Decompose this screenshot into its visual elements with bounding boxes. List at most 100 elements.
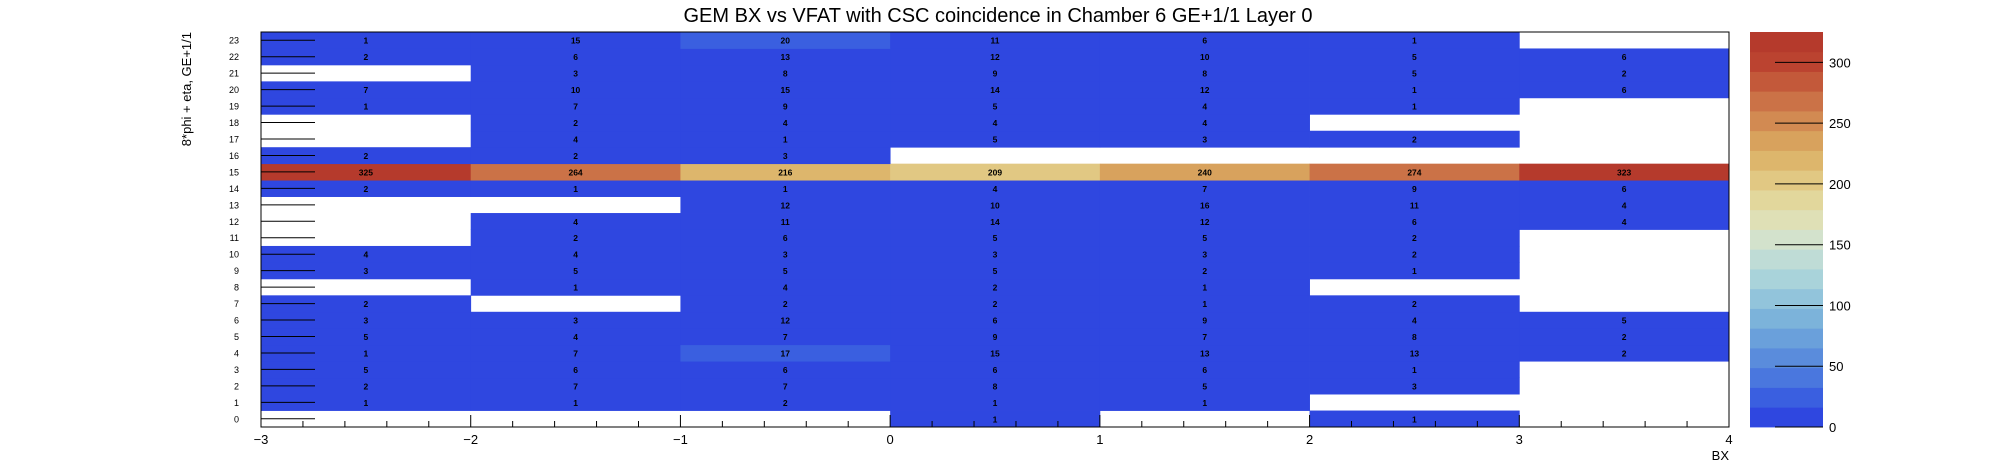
cell-value-label: 5 [363,332,368,342]
heatmap-cell [890,114,1101,132]
color-scale-swatch [1750,229,1823,250]
cell-value-label: 5 [573,266,578,276]
heatmap-cell [680,245,891,263]
cell-value-label: 3 [363,316,368,326]
cell-value-label: 5 [993,233,998,243]
cell-value-label: 7 [783,332,788,342]
cell-value-label: 8 [1202,69,1207,79]
heatmap-cell [890,32,1101,49]
cell-value-label: 1 [363,36,368,46]
cell-value-label: 2 [993,299,998,309]
cell-value-label: 2 [363,381,368,391]
heatmap-cell [1309,213,1520,230]
cell-value-label: 8 [1412,332,1417,342]
cell-value-label: 1 [1412,102,1417,112]
cell-value-label: 1 [1412,365,1417,375]
heatmap-cell [1519,48,1730,66]
heatmap-cell [890,361,1101,379]
cell-value-labels: 1 11 1 2 1 12 7 7 8 5 35 6 6 6 6 11 7 17 15 13 13 25 4 7 9 7 8 23 3 1… [359,36,1632,425]
heatmap-cell [680,163,891,181]
heatmap-cell [261,81,472,99]
cell-value-label: 4 [783,283,788,293]
heatmap-cell [890,311,1101,329]
cell-value-label: 264 [568,167,582,177]
heatmap-cell [680,213,891,230]
heatmap-cell [680,278,891,296]
color-scale-tick-label: 0 [1829,420,1836,435]
heatmap-cell [470,278,681,296]
cell-value-label: 9 [993,69,998,79]
heatmap-cell [261,361,472,379]
heatmap-cell [470,361,681,379]
cell-value-label: 10 [1200,52,1210,62]
cell-value-label: 12 [1200,85,1210,95]
heatmap-cell [1099,262,1310,280]
cell-value-label: 2 [1622,69,1627,79]
cell-value-label: 5 [783,266,788,276]
y-tick-label: 2 [234,381,239,391]
heatmap-cell [890,262,1101,280]
heatmap-cell [890,394,1101,411]
cell-value-label: 5 [1412,69,1417,79]
cell-value-label: 7 [573,102,578,112]
heatmap-cell [1099,328,1310,346]
heatmap-cell [890,377,1101,395]
cell-value-label: 4 [573,250,578,260]
cell-value-label: 274 [1407,167,1421,177]
heatmap-cell [890,295,1101,313]
heatmap-cell [470,328,681,346]
heatmap-cell [261,344,472,362]
cell-value-label: 2 [1412,250,1417,260]
y-tick-label: 5 [234,332,239,342]
heatmap-cell [261,48,472,66]
cell-value-label: 11 [1410,200,1419,210]
heatmap-cell [1309,163,1520,181]
heatmap-cell [1099,245,1310,263]
y-tick-label: 15 [229,167,239,177]
y-tick-label: 23 [229,36,239,46]
heatmap-cell [680,147,891,165]
cell-value-label: 3 [993,250,998,260]
cell-value-label: 3 [1412,381,1417,391]
cell-value-label: 16 [1200,200,1210,210]
color-scale-tick-label: 50 [1829,359,1843,374]
cell-value-label: 1 [573,398,578,408]
cell-value-label: 4 [573,217,578,227]
x-tick-label: −3 [254,432,269,447]
cell-value-label: 14 [990,217,1000,227]
heatmap-cell [1099,48,1310,66]
color-scale-swatch [1750,32,1823,53]
cell-value-label: 2 [1412,299,1417,309]
color-scale-swatch [1750,269,1823,290]
heatmap-cell [680,48,891,66]
heatmap-cell [680,196,891,214]
heatmap-cell [1309,130,1520,148]
cell-value-label: 2 [363,52,368,62]
cell-value-label: 5 [363,365,368,375]
cell-value-label: 5 [993,134,998,144]
heatmap-cell [1309,97,1520,115]
cell-value-label: 1 [1412,266,1417,276]
heatmap-cell [890,64,1101,82]
heatmap-cell [1099,81,1310,99]
cell-value-label: 1 [573,184,578,194]
heatmap-cell [890,229,1101,247]
y-axis-label: 8*phi + eta, GE+1/1 [179,32,194,146]
cell-value-label: 7 [573,348,578,358]
color-scale-tick-label: 250 [1829,116,1851,131]
x-tick-label: 4 [1725,432,1732,447]
cell-value-label: 7 [1202,184,1207,194]
heatmap-cell [470,97,681,115]
cell-value-label: 3 [363,266,368,276]
heatmap-cell [1309,81,1520,99]
heatmap-cell [261,262,472,280]
cell-value-label: 2 [1622,332,1627,342]
cell-value-label: 10 [990,200,1000,210]
heatmap-cell [1309,361,1520,379]
cell-value-label: 1 [1412,414,1417,424]
heatmap-cell [1309,262,1520,280]
y-tick-label: 20 [229,85,239,95]
y-tick-label: 10 [229,250,239,260]
